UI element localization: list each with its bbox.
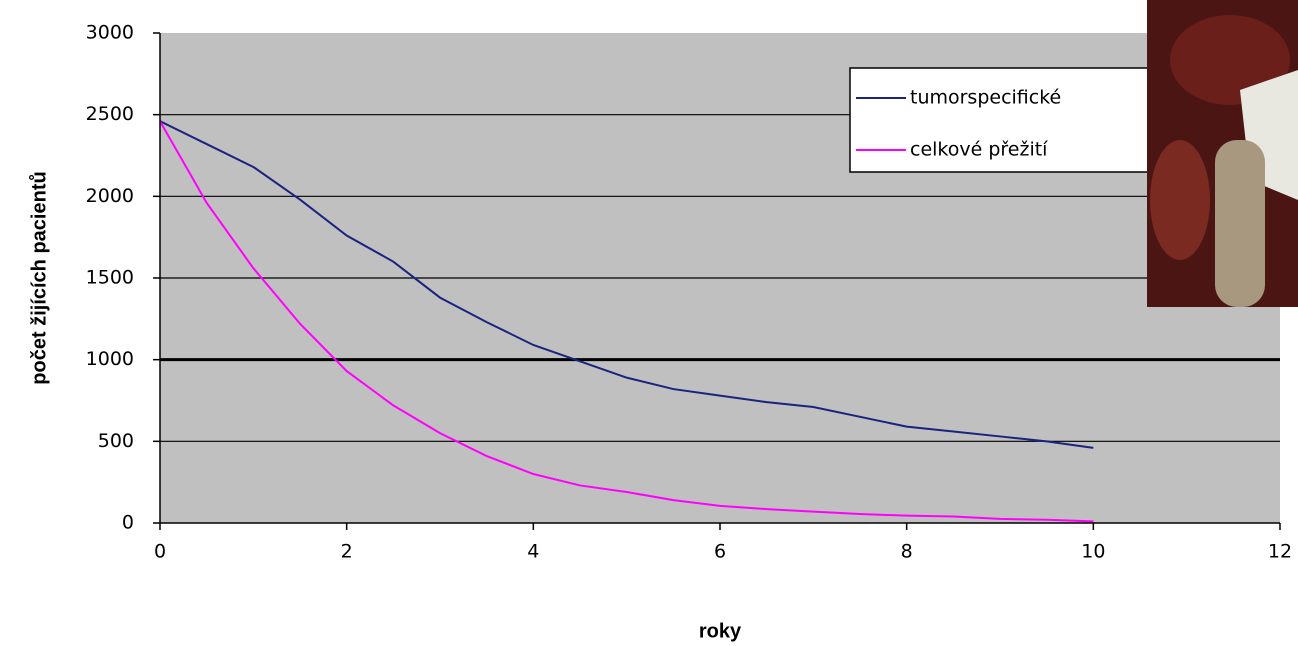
x-tick-label: 6 bbox=[714, 541, 726, 563]
y-tick-label: 1500 bbox=[86, 267, 134, 289]
photo-detail bbox=[1170, 15, 1290, 105]
photo-detail bbox=[1150, 140, 1210, 260]
legend: tumorspecifické celkové přežití bbox=[849, 67, 1161, 173]
series-line bbox=[159, 120, 1094, 523]
y-tick-label: 0 bbox=[122, 512, 134, 534]
photo-detail bbox=[1215, 140, 1265, 307]
legend-label: celkové přežití bbox=[910, 139, 1048, 161]
grid bbox=[160, 114, 1280, 442]
x-tick-label: 4 bbox=[527, 541, 539, 563]
y-axis-title: počet žijících pacientů bbox=[28, 171, 50, 384]
y-tick-label: 1000 bbox=[86, 348, 134, 370]
y-tick-label: 500 bbox=[98, 430, 134, 452]
x-tick-label: 0 bbox=[154, 541, 166, 563]
x-tick-label: 8 bbox=[901, 541, 913, 563]
x-tick-label: 12 bbox=[1268, 541, 1292, 563]
y-tick-label: 2500 bbox=[86, 103, 134, 125]
x-tick-label: 10 bbox=[1081, 541, 1105, 563]
photo bbox=[1147, 0, 1298, 307]
y-tick-label: 3000 bbox=[86, 22, 134, 44]
legend-box bbox=[849, 67, 1161, 173]
y-tick-label: 2000 bbox=[86, 185, 134, 207]
series-line bbox=[159, 120, 1094, 449]
lines bbox=[159, 120, 1094, 523]
x-tick-label: 2 bbox=[341, 541, 353, 563]
x-axis-title: roky bbox=[699, 620, 742, 642]
legend-label: tumorspecifické bbox=[910, 87, 1061, 109]
